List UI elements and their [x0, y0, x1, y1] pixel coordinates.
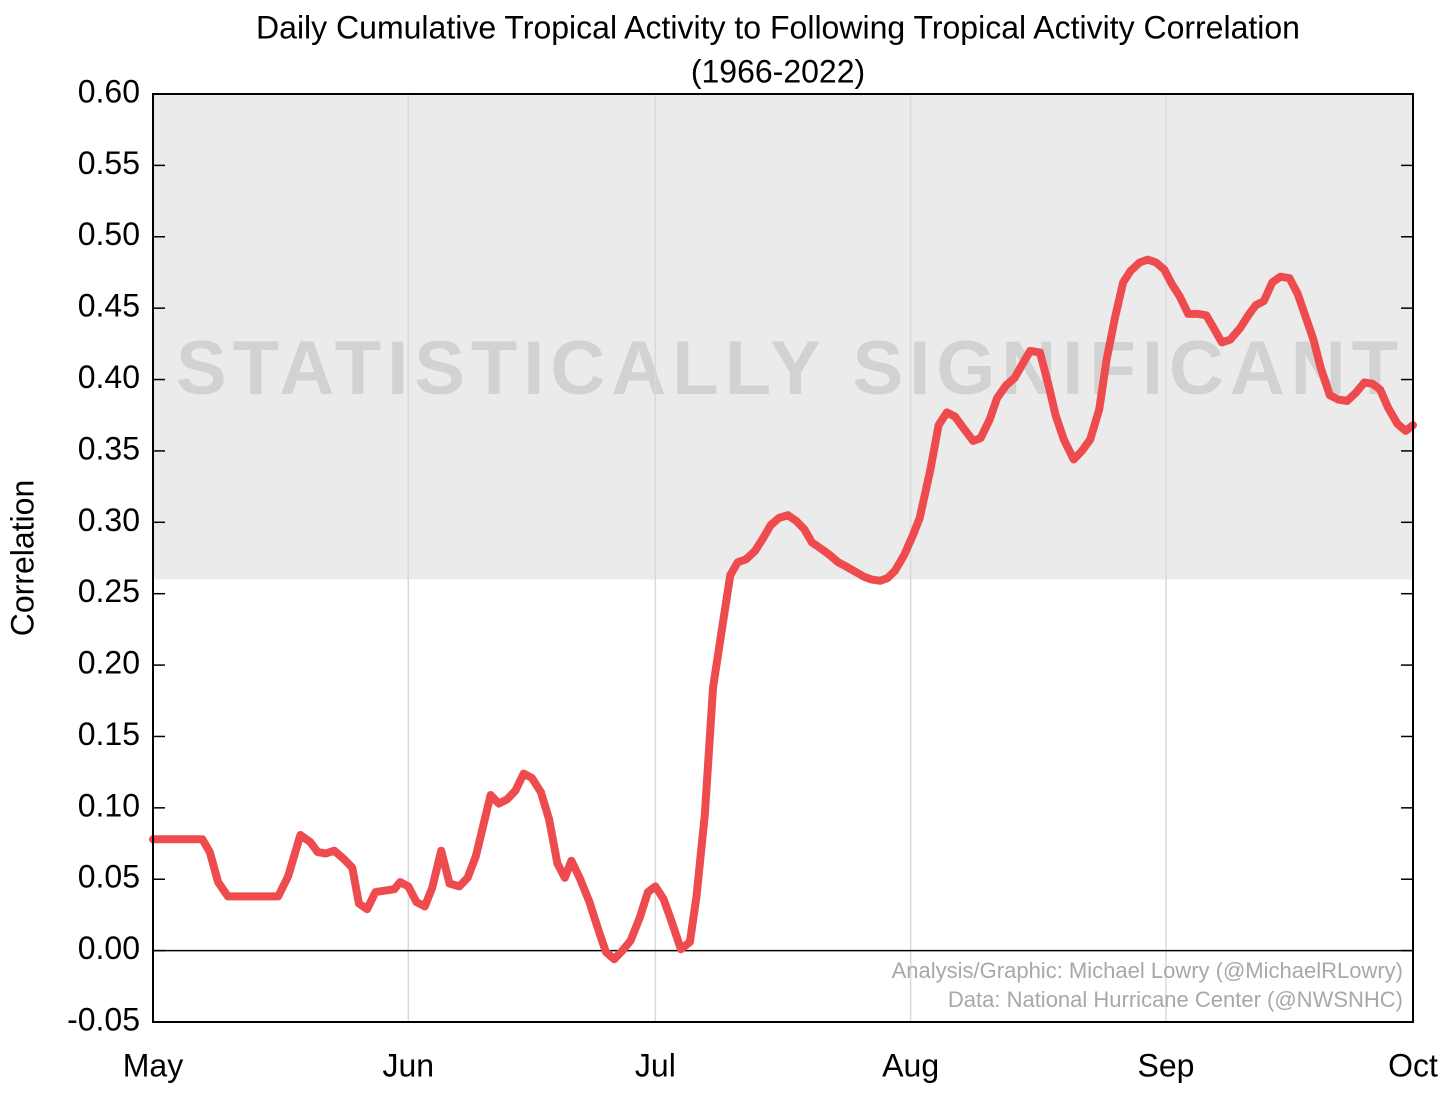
y-tick-label: 0.35 — [78, 430, 140, 466]
x-tick-label: May — [123, 1047, 183, 1083]
y-tick-label: 0.15 — [78, 716, 140, 752]
x-tick-label: Jun — [382, 1047, 434, 1083]
y-axis-label: Correlation — [4, 480, 40, 637]
y-tick-label: 0.05 — [78, 859, 140, 895]
y-tick-label: 0.50 — [78, 216, 140, 252]
line — [149, 255, 1417, 964]
annotation: STATISTICALLY SIGNIFICANT — [176, 326, 1404, 411]
x-tick-label: Jul — [635, 1047, 676, 1083]
y-tick-label: 0.00 — [78, 930, 140, 966]
x-tick-label: Sep — [1137, 1047, 1194, 1083]
y-tick-label: 0.10 — [78, 787, 140, 823]
y-tick-label: 0.60 — [78, 73, 140, 109]
significance-region — [153, 94, 1413, 580]
y-tick-label: 0.40 — [78, 359, 140, 395]
y-tick-label: 0.30 — [78, 502, 140, 538]
y-tick-label: 0.25 — [78, 573, 140, 609]
y-tick-label: 0.20 — [78, 645, 140, 681]
x-tick-label: Oct — [1388, 1047, 1438, 1083]
chart-title: Daily Cumulative Tropical Activity to Fo… — [256, 9, 1300, 45]
x-tick-label: Aug — [882, 1047, 939, 1083]
credit: Analysis/Graphic: Michael Lowry (@Michae… — [892, 958, 1403, 983]
y-tick-label: -0.05 — [67, 1001, 140, 1037]
y-tick-label: 0.55 — [78, 145, 140, 181]
chart-subtitle: (1966-2022) — [691, 53, 865, 89]
plot-frame — [152, 93, 1414, 1023]
credit: Data: National Hurricane Center (@NWSNHC… — [948, 987, 1403, 1012]
y-tick-label: 0.45 — [78, 288, 140, 324]
